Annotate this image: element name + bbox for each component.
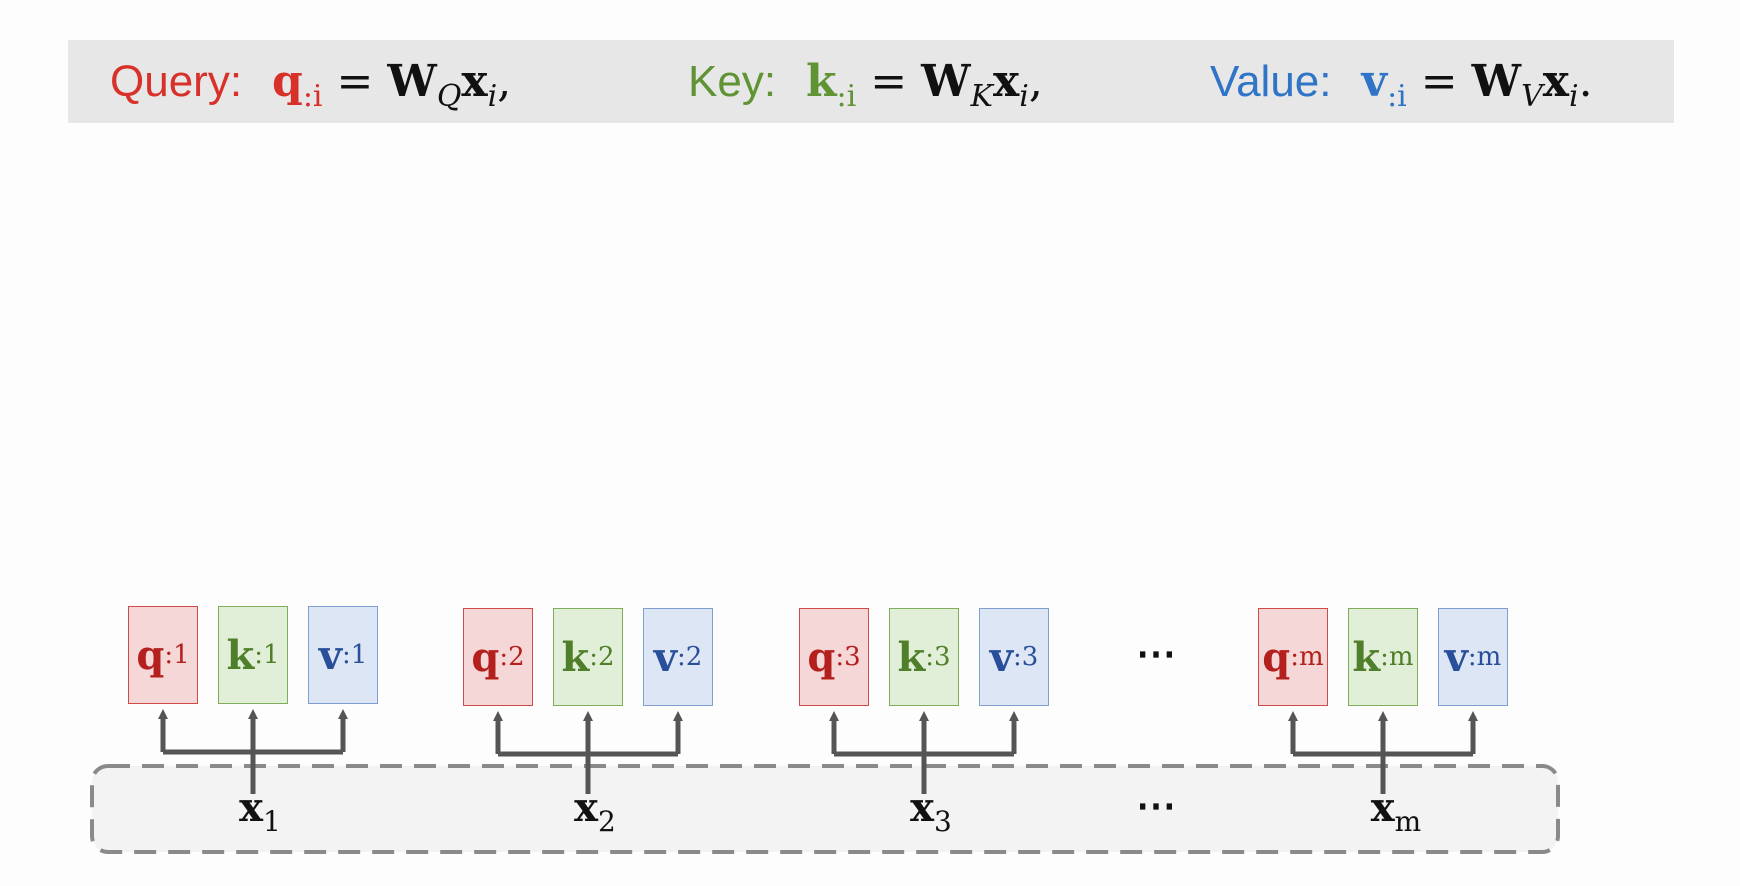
key-box-2: k:2 xyxy=(553,608,623,706)
key-equation: Key: k:i = WKxi, xyxy=(688,56,1043,114)
query-box-m: q:m xyxy=(1258,608,1328,706)
value-equation: Value: v:i = WVxi. xyxy=(1210,56,1593,114)
ellipsis-inputs: ⋯ xyxy=(1136,782,1178,829)
input-token-3: x3 xyxy=(910,784,952,838)
query-box-1: q:1 xyxy=(128,606,198,704)
key-box-1: k:1 xyxy=(218,606,288,704)
query-equation: Query: q:i = WQxi, xyxy=(110,56,512,114)
key-box-3: k:3 xyxy=(889,608,959,706)
input-token-1: x1 xyxy=(239,784,281,838)
input-sequence-frame xyxy=(90,764,1560,854)
query-label: Query: xyxy=(110,57,243,106)
value-box-m: v:m xyxy=(1438,608,1508,706)
query-box-3: q:3 xyxy=(799,608,869,706)
key-box-m: k:m xyxy=(1348,608,1418,706)
equation-banner: Query: q:i = WQxi, Key: k:i = WKxi, Value:… xyxy=(68,40,1674,123)
input-token-m: xm xyxy=(1370,784,1422,838)
value-box-3: v:3 xyxy=(979,608,1049,706)
value-label: Value: xyxy=(1210,57,1332,106)
input-token-2: x2 xyxy=(574,784,616,838)
value-box-2: v:2 xyxy=(643,608,713,706)
query-box-2: q:2 xyxy=(463,608,533,706)
ellipsis-outputs: ⋯ xyxy=(1136,630,1178,677)
key-label: Key: xyxy=(688,57,777,106)
value-box-1: v:1 xyxy=(308,606,378,704)
